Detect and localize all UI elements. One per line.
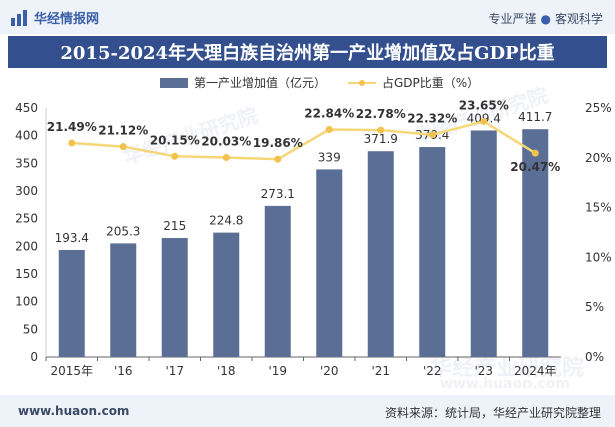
y-left-tick-label: 450: [15, 101, 38, 115]
x-tick-label: '20: [320, 364, 339, 378]
logo: 华经情报网: [10, 8, 99, 27]
share-value-label: 20.03%: [201, 135, 251, 149]
share-value-label: 22.84%: [304, 107, 354, 121]
y-right-tick-label: 20%: [585, 151, 612, 165]
bar: [316, 169, 343, 357]
bar-value-label: 224.8: [209, 214, 243, 228]
legend-bar-label: 第一产业增加值（亿元）: [194, 76, 327, 90]
footer-website: www.huaon.com: [18, 404, 130, 418]
bar: [58, 249, 85, 357]
watermark: 华经产业研究院: [430, 356, 585, 381]
y-left-tick-label: 0: [30, 350, 38, 364]
share-point: [325, 126, 333, 134]
share-point: [531, 149, 539, 157]
y-left-tick-label: 150: [15, 267, 38, 281]
y-left-tick-label: 50: [23, 322, 38, 336]
chart-legend: 第一产业增加值（亿元） 占GDP比重（%）: [0, 72, 615, 92]
bar: [213, 232, 240, 357]
y-left-tick-label: 200: [15, 239, 38, 253]
bar-value-label: 215: [163, 219, 186, 233]
legend-line-swatch: [348, 78, 376, 88]
footer-source: 资料来源：统计局，华经产业研究院整理: [384, 406, 601, 420]
tagline-left: 专业严谨: [488, 12, 537, 26]
share-point: [119, 143, 127, 151]
y-right-tick-label: 5%: [585, 300, 604, 314]
x-tick-label: 2024年: [514, 364, 557, 378]
share-value-label: 19.86%: [253, 136, 303, 150]
x-tick-label: '23: [474, 364, 493, 378]
tagline: 专业严谨 ● 客观科学: [488, 10, 603, 27]
x-tick-label: 2015年: [50, 364, 93, 378]
bar: [110, 243, 137, 357]
watermark: www.huaon.com: [440, 376, 571, 392]
bar-value-label: 205.3: [106, 224, 140, 238]
bar-value-label: 193.4: [55, 231, 89, 245]
y-left-tick-label: 300: [15, 184, 38, 198]
chart-title: 2015-2024年大理白族自治州第一产业增加值及占GDP比重: [8, 36, 607, 68]
y-right-tick-label: 15%: [585, 201, 612, 215]
share-point: [377, 126, 385, 134]
separator-dot-icon: ●: [540, 12, 551, 26]
share-point: [428, 131, 436, 139]
share-value-label: 21.49%: [47, 120, 97, 134]
tagline-right: 客观科学: [554, 12, 603, 26]
y-left-tick-label: 250: [15, 212, 38, 226]
bar-value-label: 371.9: [364, 132, 398, 146]
share-point: [68, 139, 76, 147]
x-tick-label: '18: [217, 364, 236, 378]
legend-item-line: 占GDP比重（%）: [348, 74, 479, 91]
share-value-label: 22.78%: [356, 107, 406, 121]
bar: [264, 205, 291, 357]
bar: [419, 147, 446, 357]
share-value-label: 23.65%: [459, 98, 509, 112]
bar: [367, 151, 394, 357]
footer-bar: www.huaon.com 资料来源：统计局，华经产业研究院整理: [0, 395, 615, 427]
chart-plot: 0 50 100 150 200 250 300 350 400 450 0% 5% 10% 15% 20%…: [15, 98, 612, 378]
legend-line-label: 占GDP比重（%）: [382, 76, 480, 90]
y-left-tick-label: 350: [15, 156, 38, 170]
share-line: [71, 120, 536, 161]
y-right-tick-label: 10%: [585, 250, 612, 264]
legend-item-bar: 第一产业增加值（亿元）: [160, 74, 326, 91]
logo-text: 华经情报网: [34, 12, 100, 27]
share-value-label: 21.12%: [98, 124, 148, 138]
share-value-label: 20.15%: [150, 133, 200, 147]
share-point: [274, 155, 282, 163]
y-right-tick-label: 0%: [585, 350, 604, 364]
x-tick-label: '22: [423, 364, 442, 378]
bar-value-label: 273.1: [261, 187, 295, 201]
share-point: [222, 154, 230, 162]
y-left-tick-label: 400: [15, 129, 38, 143]
share-point: [171, 152, 179, 160]
header-bar: 华经情报网 专业严谨 ● 客观科学: [0, 0, 615, 34]
y-right-tick-label: 25%: [585, 101, 612, 115]
bar-value-label: 339: [318, 150, 341, 164]
x-tick-label: '19: [268, 364, 287, 378]
share-point: [480, 117, 488, 125]
share-value-label: 22.32%: [407, 112, 457, 126]
bar-chart-logo-icon: [11, 9, 27, 26]
x-tick-label: '16: [114, 364, 133, 378]
bar: [522, 129, 549, 357]
bar: [470, 130, 497, 357]
share-value-label: 20.47%: [510, 160, 560, 174]
x-tick-label: '17: [165, 364, 184, 378]
legend-bar-swatch: [160, 77, 188, 88]
x-tick-label: '21: [371, 364, 390, 378]
bar-value-label: 411.7: [518, 110, 552, 124]
y-left-tick-label: 100: [15, 295, 38, 309]
bar: [161, 238, 188, 357]
